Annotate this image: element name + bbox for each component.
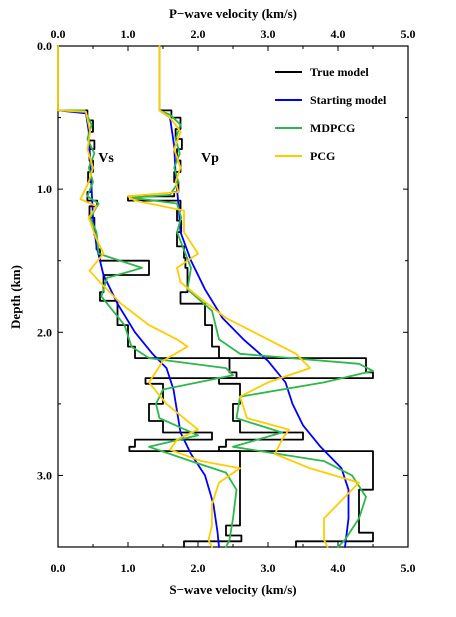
- top-axis-title: P−wave velocity (km/s): [169, 6, 297, 21]
- legend-label-pcg: PCG: [310, 149, 335, 163]
- plot-frame: [57, 45, 409, 548]
- y-tick-label: 0.0: [37, 39, 52, 53]
- bottom-x-tick-label: 4.0: [331, 561, 346, 575]
- bottom-x-tick-label: 0.0: [51, 561, 66, 575]
- top-x-tick-label: 4.0: [331, 27, 346, 41]
- y-tick-label: 3.0: [37, 468, 52, 482]
- top-x-tick-label: 3.0: [261, 27, 276, 41]
- top-x-tick-label: 5.0: [401, 27, 416, 41]
- bottom-x-tick-label: 3.0: [261, 561, 276, 575]
- legend: True model Starting model MDPCG PCG: [275, 65, 387, 163]
- series-line-pcg-vp: [127, 45, 360, 548]
- series-layer: [57, 45, 374, 548]
- vs-annotation: Vs: [98, 151, 114, 166]
- series-line-mdpcg-vs: [57, 45, 238, 548]
- legend-label-mdpcg: MDPCG: [310, 121, 355, 135]
- bottom-x-tick-label: 5.0: [401, 561, 416, 575]
- bottom-x-tick-label: 1.0: [121, 561, 136, 575]
- bottom-axis-title: S−wave velocity (km/s): [169, 582, 296, 597]
- axis-ticks: 0.00.01.01.02.02.03.03.04.04.05.05.00.01…: [37, 27, 416, 575]
- top-x-tick-label: 2.0: [191, 27, 206, 41]
- bottom-x-tick-label: 2.0: [191, 561, 206, 575]
- y-tick-label: 2.0: [37, 325, 52, 339]
- top-x-tick-label: 0.0: [51, 27, 66, 41]
- series-line-mdpcg-vp: [130, 45, 374, 548]
- legend-label-starting-model: Starting model: [310, 93, 387, 107]
- y-tick-label: 1.0: [37, 182, 52, 196]
- vp-annotation: Vp: [201, 151, 219, 166]
- y-axis-title: Depth (km): [8, 265, 23, 329]
- series-line-true-model-vs: [57, 45, 243, 548]
- legend-label-true-model: True model: [310, 65, 369, 79]
- top-x-tick-label: 1.0: [121, 27, 136, 41]
- series-line-pcg-vs: [57, 45, 241, 548]
